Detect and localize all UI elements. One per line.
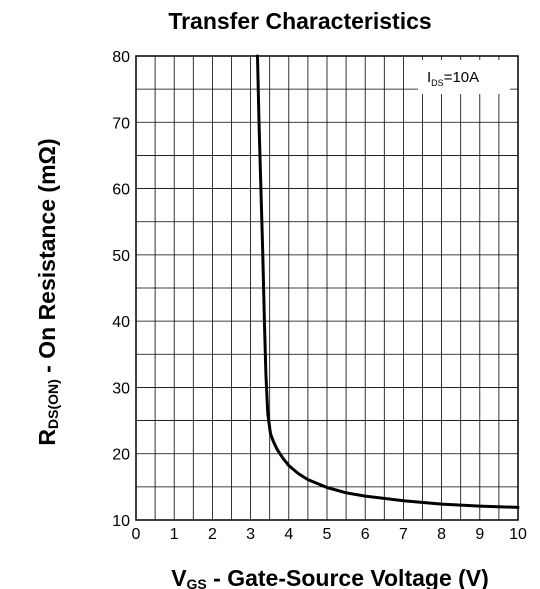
x-tick-label: 8 <box>437 526 446 543</box>
x-tick-label: 4 <box>284 526 293 543</box>
y-tick-label: 10 <box>112 513 130 530</box>
y-axis-label-rest: - On Resistance (mΩ) <box>34 138 60 379</box>
y-tick-label: 30 <box>112 380 130 397</box>
annotation-rest: =10A <box>444 69 479 86</box>
y-tick-label: 50 <box>112 248 130 265</box>
x-axis-label-main: V <box>171 565 187 589</box>
x-tick-label: 1 <box>170 526 179 543</box>
x-axis-label-rest: - Gate-Source Voltage (V) <box>207 565 489 589</box>
y-tick-label: 60 <box>112 182 130 199</box>
y-axis-label-subscript: DS(ON) <box>45 379 61 429</box>
chart-title: Transfer Characteristics <box>168 8 431 34</box>
rds-on-vs-vgs-curve <box>256 54 520 509</box>
x-tick-label: 7 <box>399 526 408 543</box>
y-axis-ticks: 10 20 30 40 50 60 70 80 <box>112 49 130 530</box>
x-tick-label: 0 <box>132 526 141 543</box>
x-tick-label: 3 <box>246 526 255 543</box>
grid-lines <box>135 55 519 521</box>
x-axis-ticks: 0 1 2 3 4 5 6 7 8 9 10 <box>132 526 527 543</box>
annotation-main: I <box>427 69 431 86</box>
annotation-background <box>418 60 510 94</box>
y-axis-label-main: R <box>34 429 60 446</box>
x-tick-label: 10 <box>509 526 527 543</box>
x-tick-label: 6 <box>361 526 370 543</box>
plot-area <box>135 55 519 521</box>
y-tick-label: 20 <box>112 447 130 464</box>
annotation-subscript: DS <box>431 78 444 88</box>
x-tick-label: 9 <box>475 526 484 543</box>
x-tick-label: 5 <box>323 526 332 543</box>
x-axis-label: VGS - Gate-Source Voltage (V) <box>171 565 489 589</box>
y-tick-label: 80 <box>112 49 130 66</box>
y-axis-label: RDS(ON) - On Resistance (mΩ) <box>34 138 61 445</box>
y-tick-label: 40 <box>112 314 130 331</box>
y-tick-label: 70 <box>112 115 130 132</box>
x-axis-label-subscript: GS <box>187 576 207 589</box>
ids-annotation: IDS=10A <box>427 69 479 88</box>
x-tick-label: 2 <box>208 526 217 543</box>
